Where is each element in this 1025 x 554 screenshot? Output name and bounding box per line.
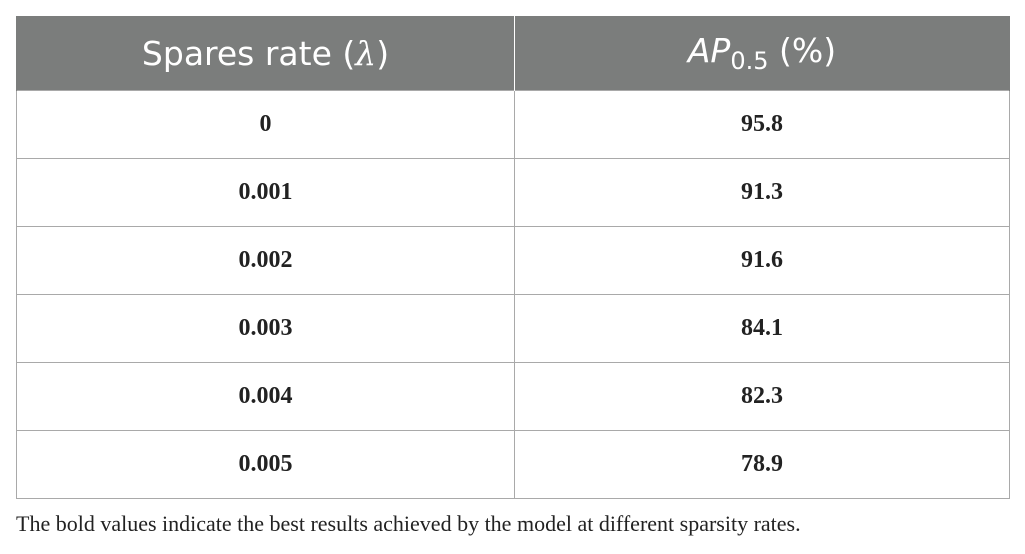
header-ap-label: AP (687, 31, 731, 70)
table-body: 0 95.8 0.001 91.3 0.002 91.6 0.003 84.1 … (16, 90, 1010, 499)
cell-ap: 91.6 (514, 226, 1010, 295)
header-ap-suffix: (%) (768, 31, 837, 70)
cell-rate: 0.003 (16, 294, 515, 363)
cell-rate: 0.005 (16, 430, 515, 499)
results-table: Spares rate (λ) AP0.5 (%) 0 95.8 0.001 9… (16, 16, 1010, 499)
cell-ap: 95.8 (514, 90, 1010, 159)
table-header: Spares rate (λ) AP0.5 (%) (16, 16, 1010, 91)
header-ap-main: AP0.5 (687, 31, 769, 75)
lambda-symbol: λ (355, 33, 377, 73)
table-footnote: The bold values indicate the best result… (16, 511, 801, 536)
table-row: 0 95.8 (16, 90, 1010, 159)
cell-rate: 0.004 (16, 362, 515, 431)
header-row: Spares rate (λ) AP0.5 (%) (16, 16, 1010, 91)
cell-rate: 0.002 (16, 226, 515, 295)
table-row: 0.001 91.3 (16, 158, 1010, 227)
table-row: 0.005 78.9 (16, 430, 1010, 499)
table-row: 0.003 84.1 (16, 294, 1010, 363)
cell-ap: 91.3 (514, 158, 1010, 227)
header-ap-subscript: 0.5 (730, 47, 769, 75)
header-sparse-rate: Spares rate (λ) (16, 16, 515, 91)
cell-ap: 82.3 (514, 362, 1010, 431)
results-table-container: Spares rate (λ) AP0.5 (%) 0 95.8 0.001 9… (16, 16, 1010, 499)
header-sparse-rate-suffix: ) (376, 33, 390, 73)
cell-ap: 84.1 (514, 294, 1010, 363)
cell-rate: 0.001 (16, 158, 515, 227)
cell-ap: 78.9 (514, 430, 1010, 499)
header-sparse-rate-prefix: Spares rate ( (141, 33, 356, 73)
table-row: 0.002 91.6 (16, 226, 1010, 295)
cell-rate: 0 (16, 90, 515, 159)
table-row: 0.004 82.3 (16, 362, 1010, 431)
header-ap: AP0.5 (%) (514, 16, 1010, 91)
